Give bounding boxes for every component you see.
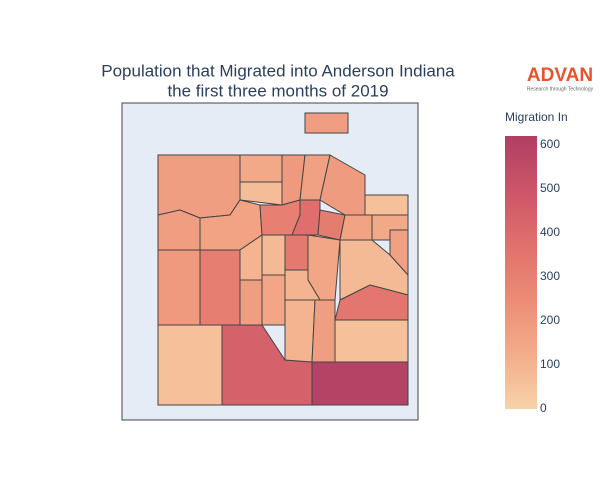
colorbar-tick-label: 100 (540, 357, 560, 371)
region (157, 249, 201, 326)
colorbar-tick-label: 200 (540, 313, 560, 327)
region (284, 299, 316, 363)
region (261, 274, 286, 326)
region (304, 112, 349, 134)
region (334, 284, 409, 321)
colorbar-tick-label: 400 (540, 225, 560, 239)
region (284, 269, 321, 301)
region (199, 249, 241, 326)
region (311, 299, 336, 363)
region (261, 234, 286, 276)
region (339, 214, 373, 241)
region (311, 361, 409, 406)
region (239, 279, 263, 326)
region (157, 324, 223, 406)
region (389, 229, 409, 277)
logo-tagline: Research through Technology (527, 86, 594, 92)
colorbar-tick-label: 0 (540, 401, 547, 415)
chart-title: Population that Migrated into Anderson I… (101, 61, 455, 80)
region (239, 154, 283, 183)
colorbar-title: Migration In (505, 110, 568, 124)
region (157, 209, 201, 251)
map (157, 112, 409, 406)
colorbar-tick-label: 300 (540, 269, 560, 283)
region (334, 319, 409, 363)
colorbar-tick-label: 500 (540, 181, 560, 195)
chart-title: the first three months of 2019 (167, 81, 388, 100)
colorbar (505, 136, 537, 409)
logo-name: ADVAN (527, 65, 593, 86)
colorbar-tick-label: 600 (540, 137, 560, 151)
region (364, 194, 409, 216)
region (157, 154, 241, 219)
region (284, 234, 309, 271)
